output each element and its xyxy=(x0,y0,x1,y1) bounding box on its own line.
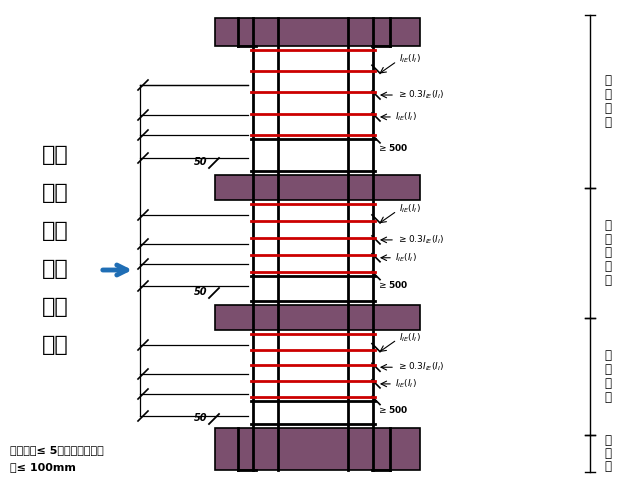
Text: 筜筋间距≤ 5倍纵筋最小直径: 筜筋间距≤ 5倍纵筋最小直径 xyxy=(10,445,104,455)
Text: 筋的: 筋的 xyxy=(42,297,68,317)
Text: 连接: 连接 xyxy=(42,221,68,241)
Text: 层: 层 xyxy=(604,247,611,260)
Text: $\geq$0.3$I_{IE}(I_I)$: $\geq$0.3$I_{IE}(I_I)$ xyxy=(397,234,444,246)
Text: 高: 高 xyxy=(604,460,611,474)
Text: $\geq$0.3$I_{IE}(I_I)$: $\geq$0.3$I_{IE}(I_I)$ xyxy=(397,361,444,374)
Text: 50: 50 xyxy=(194,157,207,167)
Text: 纵筋: 纵筋 xyxy=(42,145,68,165)
Text: 层: 层 xyxy=(604,102,611,115)
Text: 高: 高 xyxy=(604,274,611,287)
Text: 层: 层 xyxy=(604,363,611,376)
Text: $I_{IE}(I_I)$: $I_{IE}(I_I)$ xyxy=(399,53,421,66)
Text: $I_{IE}(I_I)$: $I_{IE}(I_I)$ xyxy=(395,377,417,390)
Text: 础: 础 xyxy=(604,447,611,460)
Text: 顶: 顶 xyxy=(604,74,611,87)
Text: $I_{IE}(I_I)$: $I_{IE}(I_I)$ xyxy=(399,203,421,215)
Text: 间: 间 xyxy=(604,232,611,246)
Text: 层: 层 xyxy=(604,88,611,101)
Text: $\geq$0.3$I_{IE}(I_I)$: $\geq$0.3$I_{IE}(I_I)$ xyxy=(397,89,444,101)
Text: 50: 50 xyxy=(194,287,207,297)
Bar xyxy=(215,305,420,330)
Text: 层: 层 xyxy=(604,377,611,390)
Text: $I_{IE}(I_I)$: $I_{IE}(I_I)$ xyxy=(395,251,417,264)
Text: $\geq$500: $\geq$500 xyxy=(377,142,408,153)
Text: $I_{IE}(I_I)$: $I_{IE}(I_I)$ xyxy=(399,331,421,344)
Text: $\geq$500: $\geq$500 xyxy=(377,279,408,290)
Text: 设置: 设置 xyxy=(42,335,68,355)
Text: 且≤ 100mm: 且≤ 100mm xyxy=(10,462,76,472)
Bar xyxy=(215,428,420,470)
Text: 时筜: 时筜 xyxy=(42,259,68,279)
Text: 首: 首 xyxy=(604,349,611,362)
Text: 基: 基 xyxy=(604,433,611,446)
Text: 高: 高 xyxy=(604,391,611,404)
Text: 中: 中 xyxy=(604,218,611,231)
Text: 层: 层 xyxy=(604,261,611,274)
Text: $I_{IE}(I_I)$: $I_{IE}(I_I)$ xyxy=(395,111,417,123)
Bar xyxy=(215,18,420,46)
Text: 维扎: 维扎 xyxy=(42,183,68,203)
Text: $\geq$500: $\geq$500 xyxy=(377,404,408,414)
Text: 50: 50 xyxy=(194,413,207,423)
Text: 高: 高 xyxy=(604,116,611,129)
Bar xyxy=(215,175,420,200)
